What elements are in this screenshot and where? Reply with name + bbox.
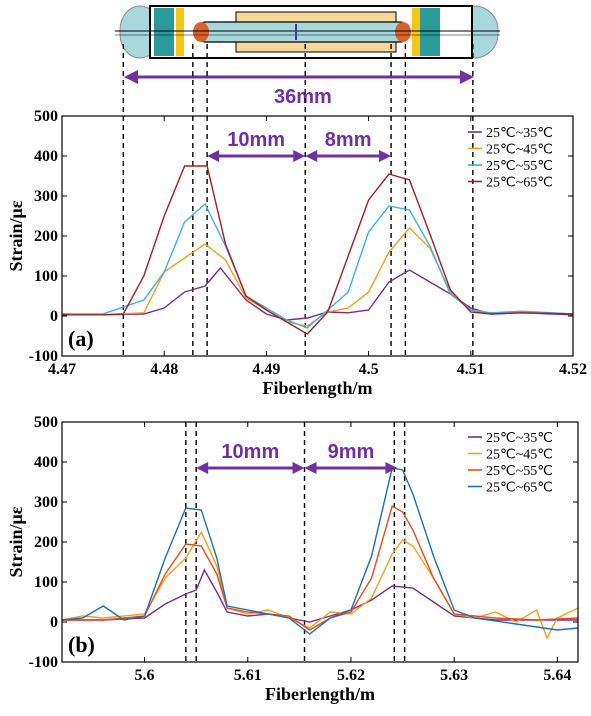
dimension-label-1: 10mm xyxy=(227,129,285,151)
x-axis-label: Fiberlength/m xyxy=(263,378,373,398)
series-line-2 xyxy=(61,226,574,327)
x-tick-label: 4.47 xyxy=(48,361,76,378)
legend-entry-3: 25℃~55℃ xyxy=(486,464,553,479)
y-tick-label: 500 xyxy=(34,108,58,125)
y-tick-label: 0 xyxy=(50,614,58,631)
y-tick-label: 100 xyxy=(34,268,58,285)
dimension-arrowhead-right xyxy=(385,462,398,474)
x-tick-label: 5.6 xyxy=(135,667,155,684)
dimension-label-1: 10mm xyxy=(221,441,279,463)
series-line-2 xyxy=(61,530,579,640)
y-axis-label: Strain/με xyxy=(6,506,26,577)
legend-entry-2: 25℃~45℃ xyxy=(486,143,553,158)
series-line-3 xyxy=(62,504,579,631)
total-length-arrowhead-right xyxy=(460,70,474,84)
y-tick-label: 500 xyxy=(34,414,58,431)
total-length-arrowhead-left xyxy=(124,70,138,84)
legend-entry-2: 25℃~45℃ xyxy=(486,448,553,463)
y-tick-label: 400 xyxy=(34,454,58,471)
center-capillary xyxy=(197,21,409,43)
series-line-4 xyxy=(61,467,579,635)
right-teal-block xyxy=(420,8,440,56)
chart-panel-b: 10mm 9mm 5.6 5.61 5.62 5.63 5.64 -100 0 100 200 300… xyxy=(6,414,579,704)
dimension-label-2: 9mm xyxy=(328,441,375,463)
x-tick-label: 4.51 xyxy=(457,361,485,378)
x-tick-label: 4.5 xyxy=(359,361,379,378)
x-axis-label: Fiberlength/m xyxy=(265,684,375,704)
chart-panel-a: 10mm 8mm 4.47 4.48 4.49 4.5 4.51 4.52 -100 0 100 20… xyxy=(6,44,587,398)
panel-label: (a) xyxy=(68,326,94,351)
y-axis-label: Strain/με xyxy=(6,200,26,271)
y-tick-label: 400 xyxy=(34,148,58,165)
legend-entry-1: 25℃~35℃ xyxy=(486,431,553,446)
y-tick-label: -100 xyxy=(29,654,58,671)
dimension-arrowhead-left xyxy=(196,462,209,474)
series-line-4 xyxy=(62,165,574,335)
y-tick-label: 200 xyxy=(34,534,58,551)
y-tick-label: -100 xyxy=(29,348,58,365)
series-line-3 xyxy=(62,202,574,329)
dimension-label-2: 8mm xyxy=(325,129,372,151)
total-length-label: 36mm xyxy=(274,86,332,108)
dimension-arrowhead-left xyxy=(207,150,220,162)
y-tick-label: 200 xyxy=(34,228,58,245)
x-tick-label: 5.61 xyxy=(234,667,262,684)
x-tick-label: 4.52 xyxy=(559,361,587,378)
panel-label: (b) xyxy=(68,632,95,657)
x-tick-label: 4.49 xyxy=(252,361,280,378)
x-tick-label: 5.64 xyxy=(543,667,571,684)
x-tick-label: 5.63 xyxy=(440,667,468,684)
left-teal-block xyxy=(154,8,174,56)
y-tick-label: 300 xyxy=(34,494,58,511)
dimension-arrowhead-right xyxy=(292,462,305,474)
legend-entry-3: 25℃~55℃ xyxy=(486,159,553,174)
left-yellow-block xyxy=(176,8,184,56)
right-yellow-block xyxy=(412,8,420,56)
y-tick-label: 100 xyxy=(34,574,58,591)
x-tick-label: 5.62 xyxy=(337,667,365,684)
sensor-diagram: 36mm xyxy=(115,5,500,108)
legend-entry-4: 25℃~65℃ xyxy=(486,481,553,496)
legend-entry-4: 25℃~65℃ xyxy=(486,176,553,191)
left-bonding-bead xyxy=(193,22,209,42)
dimension-arrowhead-right xyxy=(379,150,392,162)
y-tick-label: 300 xyxy=(34,188,58,205)
dimension-arrowhead-right xyxy=(293,150,306,162)
dimension-arrowhead-left xyxy=(305,150,318,162)
right-bonding-bead xyxy=(395,22,411,42)
y-tick-label: 0 xyxy=(50,308,58,325)
dimension-arrowhead-left xyxy=(304,462,317,474)
x-tick-label: 4.48 xyxy=(150,361,178,378)
legend-entry-1: 25℃~35℃ xyxy=(486,126,553,141)
